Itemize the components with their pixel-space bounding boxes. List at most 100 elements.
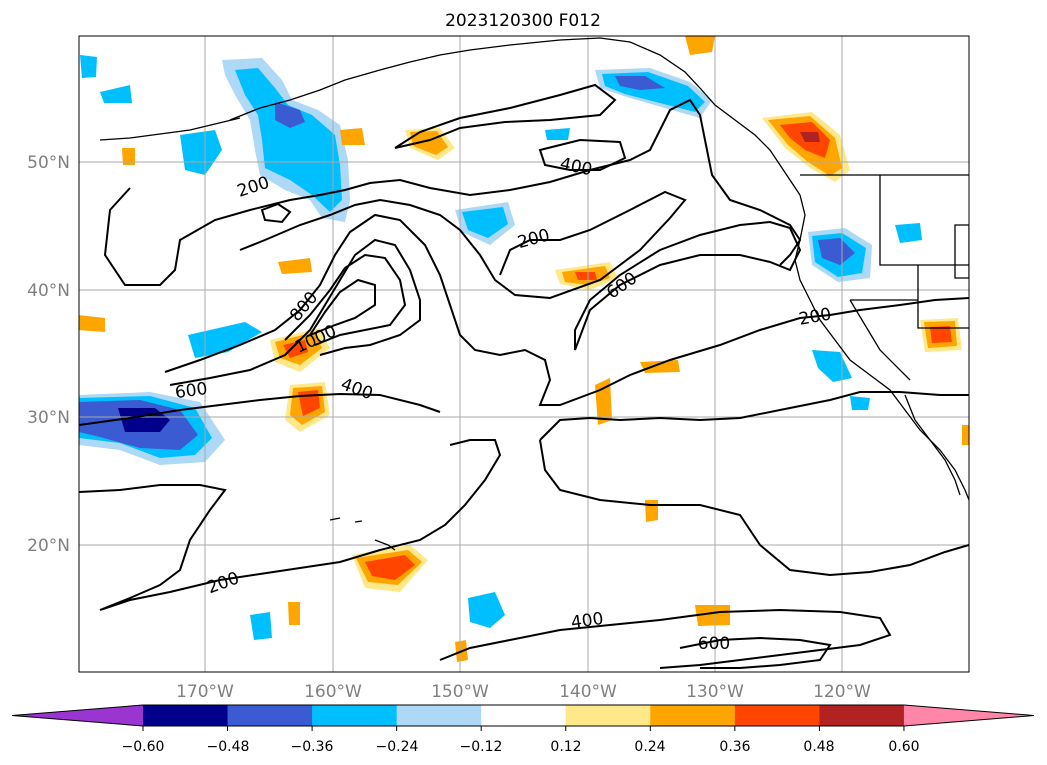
contour-600-inner xyxy=(169,238,421,386)
map-frame xyxy=(78,35,970,673)
lon-label: 130°W xyxy=(686,682,744,702)
height-contours xyxy=(79,83,969,669)
colorbar-extend-max xyxy=(903,705,1034,726)
contour-400-se xyxy=(439,608,892,669)
contour-1000 xyxy=(307,278,376,338)
map-title: 2023120300 F012 xyxy=(445,11,601,31)
us-west-coast xyxy=(794,194,969,501)
colorbar-segment xyxy=(650,705,736,726)
lat-label: 50°N xyxy=(27,153,70,173)
colorbar-tick-labels: −0.60 −0.48 −0.36 −0.24 −0.12 0.12 0.24 … xyxy=(122,739,920,755)
contour-600-se xyxy=(679,636,832,669)
contour-400-south xyxy=(79,439,502,611)
lat-tick-labels: 50°N 40°N 30°N 20°N xyxy=(27,153,70,556)
neg-patch-s4 xyxy=(895,223,922,243)
colorbar-tick: −0.36 xyxy=(291,739,334,755)
coastlines xyxy=(99,37,969,551)
pos-patch-bc-core xyxy=(800,132,820,142)
colorbar-segment xyxy=(565,705,651,726)
colorbar-tick: 0.60 xyxy=(888,739,919,755)
pos-patch-mid-core xyxy=(575,272,597,280)
contour-200-south xyxy=(539,391,969,441)
colorbar-tick: 0.36 xyxy=(719,739,750,755)
neg-patch-bc-core xyxy=(615,76,665,90)
neg-patch-s5 xyxy=(545,128,570,140)
neg-patch-s2 xyxy=(188,322,262,358)
contour-400-east xyxy=(539,439,969,577)
pos-patch-s3 xyxy=(640,360,680,373)
pos-patch-s4 xyxy=(79,315,105,332)
contour-200-north xyxy=(103,98,802,286)
colorbar-segment xyxy=(396,705,482,726)
neg-patch-w2 xyxy=(100,85,132,103)
colorbar-segment xyxy=(227,705,313,726)
state-border-2 xyxy=(917,265,969,329)
colorbar-extend-min xyxy=(12,705,143,726)
negative-anomaly-patches xyxy=(79,55,922,640)
pos-patch-ca-core xyxy=(930,326,952,343)
pos-patch-1000-core xyxy=(283,340,308,358)
colorbar-tick: 0.12 xyxy=(550,739,581,755)
lon-label: 150°W xyxy=(431,682,489,702)
colorbar-tick: −0.24 xyxy=(376,739,419,755)
baja xyxy=(904,394,961,496)
neg-patch-s3 xyxy=(850,396,870,410)
colorbar-segment xyxy=(143,705,229,726)
colorbar-segment xyxy=(819,705,905,726)
lon-label: 140°W xyxy=(559,682,617,702)
box-nw xyxy=(954,224,969,279)
pos-patch-s9 xyxy=(122,148,135,165)
lon-tick-labels: 170°W 160°W 150°W 140°W 130°W 120°W xyxy=(176,682,871,702)
colorbar-segment xyxy=(312,705,398,726)
pos-patch-s10 xyxy=(962,425,969,445)
lon-label: 170°W xyxy=(176,682,234,702)
pos-patch-s8 xyxy=(288,602,300,625)
lat-label: 20°N xyxy=(27,536,70,556)
neg-patch-aleutian-core xyxy=(275,102,305,128)
graticule xyxy=(79,36,969,672)
pos-patch-s2 xyxy=(695,605,730,626)
lat-label: 30°N xyxy=(27,408,70,428)
neg-patch-aleutian-w xyxy=(180,130,222,175)
lat-label: 40°N xyxy=(27,281,70,301)
contour-200-small xyxy=(260,202,292,224)
colorbar-tick: −0.60 xyxy=(122,739,165,755)
aleutians xyxy=(99,117,241,141)
colorbar-tick: 0.24 xyxy=(634,739,665,755)
map-area: 200 400 200 600 800 1000 600 400 200 200… xyxy=(79,36,969,672)
contour-200-mid xyxy=(239,190,687,300)
pos-patch-w xyxy=(278,258,312,274)
neg-patch-hawaii xyxy=(468,592,505,628)
pos-patch-s1 xyxy=(685,36,715,55)
contour-400-mid xyxy=(164,213,969,406)
positive-anomaly-patches xyxy=(79,36,969,662)
colorbar-tick: −0.12 xyxy=(460,739,503,755)
contour-600-south xyxy=(79,392,441,426)
pos-patch-hi-core xyxy=(365,555,415,580)
pos-patch-s5 xyxy=(340,128,365,145)
colorbar-segment xyxy=(481,705,567,726)
lon-label: 120°W xyxy=(813,682,871,702)
colorbar-tick: −0.48 xyxy=(207,739,250,755)
neg-patch-aleutian-inner xyxy=(235,68,342,212)
hawaii-islands xyxy=(329,517,396,551)
contour-label: 400 xyxy=(570,609,605,633)
ca-nv xyxy=(849,299,911,381)
neg-patch-mid1-in xyxy=(462,207,508,238)
contour-800 xyxy=(284,253,407,346)
neg-patch-oregon-core xyxy=(818,238,855,265)
neg-patch-w1 xyxy=(80,55,97,78)
colorbar-tick: 0.48 xyxy=(803,739,834,755)
contour-label: 600 xyxy=(174,379,209,403)
pos-patch-s7 xyxy=(645,500,658,522)
colorbar xyxy=(11,704,1035,731)
contour-600-mid xyxy=(574,220,802,351)
contour-label: 600 xyxy=(698,634,730,654)
state-border-1 xyxy=(879,175,969,266)
colorbar-segment xyxy=(734,705,820,726)
neg-patch-s1 xyxy=(250,612,272,640)
alaska-coast xyxy=(229,37,801,196)
lon-label: 160°W xyxy=(304,682,362,702)
contour-200-ring xyxy=(394,83,617,149)
